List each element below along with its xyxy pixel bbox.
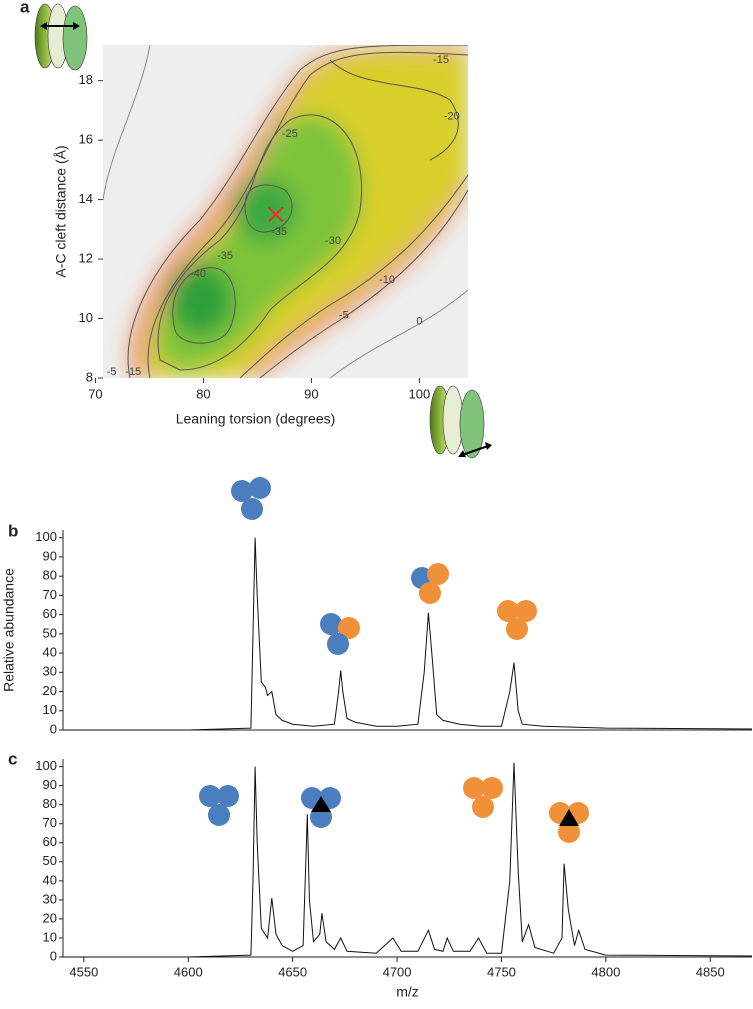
panel-label: a xyxy=(20,0,30,16)
y-tick-label: 14 xyxy=(79,191,93,206)
panel-label: c xyxy=(8,749,17,768)
x-tick-label: 90 xyxy=(304,386,318,401)
y-tick-label: 8 xyxy=(86,369,93,384)
minimum-marker xyxy=(268,206,284,223)
y-tick-label: 30 xyxy=(43,664,57,679)
panel-label: b xyxy=(8,521,18,540)
y-tick-label: 80 xyxy=(43,568,57,583)
contour-label: 0 xyxy=(416,315,422,327)
y-tick-label: 50 xyxy=(43,625,57,640)
y-tick-label: 10 xyxy=(43,929,57,944)
contour-label: -40 xyxy=(190,268,206,280)
contour-label: -15 xyxy=(125,366,141,378)
x-axis-label: Leaning torsion (degrees) xyxy=(176,411,336,427)
y-tick-label: 80 xyxy=(43,796,57,811)
blue-trimer-ligand xyxy=(301,787,341,828)
contour-label: -10 xyxy=(379,274,395,286)
y-tick-label: 40 xyxy=(43,872,57,887)
contour-label: -35 xyxy=(271,226,287,238)
y-tick-label: 50 xyxy=(43,853,57,868)
y-tick-label: 60 xyxy=(43,834,57,849)
orange-trimer-ligand xyxy=(549,802,589,843)
x-tick-label: 4650 xyxy=(278,964,307,979)
y-tick-label: 100 xyxy=(35,529,57,544)
y-tick-label: 18 xyxy=(79,72,93,87)
y-tick-label: 0 xyxy=(50,721,57,736)
y-tick-label: 10 xyxy=(43,702,57,717)
y-tick-label: 20 xyxy=(43,683,57,698)
y-tick-label: 0 xyxy=(50,948,57,963)
y-tick-label: 12 xyxy=(79,251,93,266)
x-tick-label: 4850 xyxy=(696,964,725,979)
y-tick-label: 70 xyxy=(43,587,57,602)
mixed-trimer xyxy=(320,613,360,655)
y-axis-label: A-C cleft distance (Å) xyxy=(53,145,69,277)
y-tick-label: 90 xyxy=(43,777,57,792)
x-tick-label: 4700 xyxy=(383,964,412,979)
orange-trimer xyxy=(463,777,503,818)
orange-trimer xyxy=(497,600,537,640)
x-axis-label: m/z xyxy=(396,984,419,1000)
spectrum-line xyxy=(63,762,753,958)
x-tick-label: 80 xyxy=(196,386,210,401)
y-tick-label: 40 xyxy=(43,645,57,660)
y-tick-label: 70 xyxy=(43,815,57,830)
x-tick-label: 4550 xyxy=(69,964,98,979)
x-tick-label: 4800 xyxy=(591,964,620,979)
blue-trimer xyxy=(231,477,271,520)
y-tick-label: 16 xyxy=(79,132,93,147)
mixed-trimer xyxy=(411,563,449,604)
y-tick-label: 10 xyxy=(79,310,93,325)
domain-icon xyxy=(429,385,492,459)
contour-label: -5 xyxy=(339,309,349,321)
contour-label: -20 xyxy=(444,110,460,122)
contour-label: -35 xyxy=(217,250,233,262)
y-tick-label: 20 xyxy=(43,910,57,925)
x-tick-label: 70 xyxy=(88,386,102,401)
y-tick-label: 90 xyxy=(43,548,57,563)
y-tick-label: 30 xyxy=(43,891,57,906)
contour-label: -15 xyxy=(433,54,449,66)
contour-label: -5 xyxy=(107,366,117,378)
spectrum-line xyxy=(63,537,753,731)
x-tick-label: 4750 xyxy=(487,964,516,979)
heatmap xyxy=(103,45,468,378)
x-tick-label: 4600 xyxy=(174,964,203,979)
x-tick-label: 100 xyxy=(409,386,431,401)
blue-trimer xyxy=(199,785,239,826)
domain-icon xyxy=(34,3,88,71)
y-tick-label: 60 xyxy=(43,606,57,621)
y-axis-label: Relative abundance xyxy=(1,568,17,692)
contour-label: -25 xyxy=(282,128,298,140)
contour-label: -30 xyxy=(325,235,341,247)
y-tick-label: 100 xyxy=(35,758,57,773)
